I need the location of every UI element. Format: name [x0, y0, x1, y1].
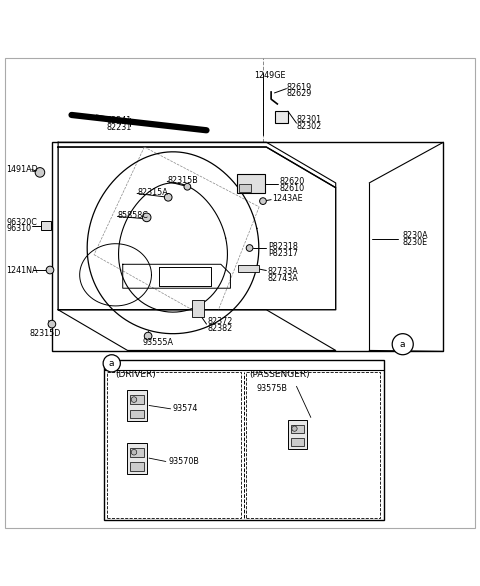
Text: 1491AD: 1491AD	[6, 165, 38, 174]
Bar	[52, 142, 444, 352]
Text: 1241NA: 1241NA	[6, 265, 38, 274]
Bar	[127, 390, 147, 421]
Text: 82241: 82241	[107, 116, 132, 125]
Text: 82302: 82302	[297, 122, 322, 131]
Text: 85858C: 85858C	[118, 211, 148, 220]
Bar	[291, 424, 304, 432]
Circle shape	[144, 332, 152, 340]
Bar	[246, 372, 380, 518]
Text: 82610: 82610	[280, 184, 305, 193]
Text: 82733A: 82733A	[268, 267, 299, 276]
Bar	[127, 442, 147, 473]
Bar	[237, 174, 265, 193]
Text: 82743A: 82743A	[268, 274, 299, 282]
Bar	[131, 448, 144, 456]
Circle shape	[131, 397, 137, 403]
Text: 8230A: 8230A	[403, 231, 428, 240]
Text: 1243AE: 1243AE	[272, 194, 303, 203]
Text: a: a	[400, 340, 406, 349]
Text: 82231: 82231	[107, 123, 132, 132]
Text: (PASSENGER): (PASSENGER)	[250, 370, 310, 379]
Bar	[275, 111, 288, 122]
Circle shape	[143, 213, 151, 222]
Bar	[239, 185, 251, 192]
Bar	[291, 438, 304, 447]
Bar	[192, 300, 204, 317]
Text: 93570B: 93570B	[168, 457, 199, 466]
Text: (DRIVER): (DRIVER)	[116, 370, 156, 379]
Text: 96310: 96310	[6, 224, 32, 233]
Text: 93574: 93574	[172, 404, 197, 413]
Text: 8230E: 8230E	[403, 238, 428, 247]
Text: 82620: 82620	[280, 178, 305, 186]
Bar	[131, 395, 144, 404]
Circle shape	[292, 426, 297, 431]
Bar	[131, 462, 144, 471]
Text: a: a	[109, 359, 115, 368]
Bar	[104, 360, 384, 520]
Circle shape	[260, 197, 266, 205]
Text: P82317: P82317	[268, 249, 298, 258]
Circle shape	[392, 333, 413, 355]
Circle shape	[184, 183, 191, 190]
Bar	[131, 410, 144, 418]
Circle shape	[164, 193, 172, 201]
Bar	[41, 221, 51, 230]
Text: 93555A: 93555A	[143, 338, 173, 347]
Circle shape	[48, 321, 56, 328]
Text: 82372: 82372	[207, 317, 233, 326]
Text: 82382: 82382	[207, 324, 233, 333]
Text: 82315D: 82315D	[29, 329, 61, 338]
Circle shape	[246, 245, 253, 251]
Text: 82629: 82629	[287, 90, 312, 98]
Bar	[288, 420, 307, 449]
Text: 82301: 82301	[297, 115, 322, 124]
Text: 82315B: 82315B	[167, 176, 198, 185]
Text: P82318: P82318	[268, 242, 298, 251]
Text: 1249GE: 1249GE	[254, 71, 286, 80]
Circle shape	[35, 168, 45, 177]
Text: 82619: 82619	[287, 83, 312, 91]
Circle shape	[46, 266, 54, 274]
Bar	[238, 265, 259, 272]
Text: 93575B: 93575B	[257, 384, 288, 393]
Circle shape	[103, 355, 120, 372]
Text: 96320C: 96320C	[6, 217, 37, 227]
Text: 82315A: 82315A	[137, 188, 168, 197]
Circle shape	[131, 449, 137, 455]
Bar	[108, 372, 241, 518]
